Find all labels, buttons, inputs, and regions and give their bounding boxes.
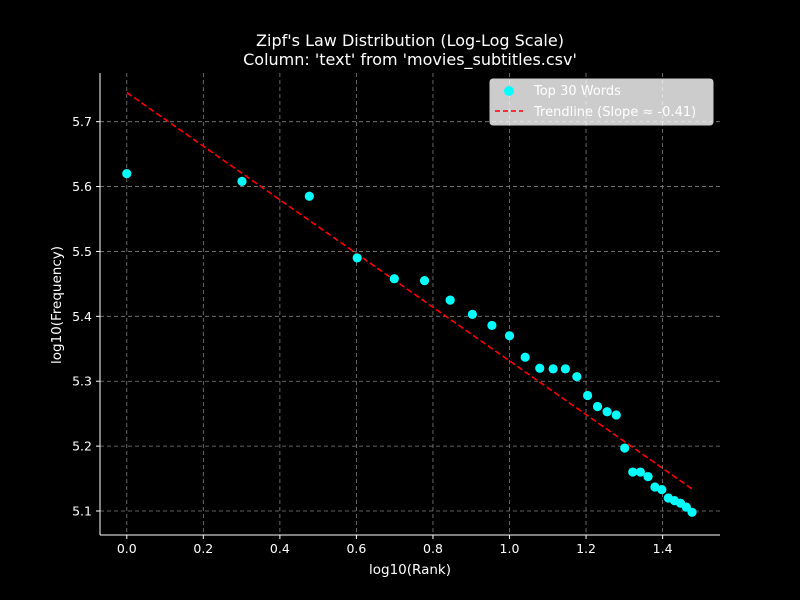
data-point <box>602 407 612 417</box>
data-point <box>520 352 530 362</box>
data-point <box>352 253 362 263</box>
data-point <box>635 467 645 477</box>
grid-lines <box>100 73 720 535</box>
axes <box>99 73 720 536</box>
data-point <box>628 467 638 477</box>
chart-title: Zipf's Law Distribution (Log-Log Scale) <box>256 31 564 50</box>
legend-label-scatter: Top 30 Words <box>533 84 621 99</box>
data-point <box>582 390 593 401</box>
data-point <box>620 443 630 453</box>
x-tick-label: 0.8 <box>423 541 443 556</box>
trendline-path <box>126 91 693 490</box>
y-axis-label: log10(Frequency) <box>49 246 65 364</box>
legend-marker-scatter <box>504 86 514 96</box>
data-point <box>535 363 545 373</box>
y-tick-label: 5.3 <box>72 374 92 389</box>
chart-subtitle: Column: 'text' from 'movies_subtitles.cs… <box>243 50 577 70</box>
data-point <box>419 276 430 286</box>
legend-label-trendline: Trendline (Slope ≈ -0.41) <box>533 105 696 120</box>
y-tick-label: 5.2 <box>72 439 92 454</box>
data-point <box>487 320 497 331</box>
data-point <box>237 176 247 186</box>
scatter-points <box>122 168 697 517</box>
x-tick-label: 0.2 <box>193 541 213 556</box>
y-tick-label: 5.4 <box>72 309 92 324</box>
data-point <box>389 274 399 284</box>
data-point <box>643 472 653 482</box>
data-point <box>304 191 314 201</box>
data-point <box>657 484 667 495</box>
data-point <box>687 507 697 517</box>
data-point <box>445 295 455 305</box>
x-tick-label: 1.0 <box>500 541 520 556</box>
y-tick-label: 5.5 <box>72 244 92 259</box>
tick-labels: 0.0 0.2 0.4 0.6 0.8 1.0 1.2 1.4 5.1 5.2 5.3 5.4 5.5 5… <box>72 114 672 556</box>
y-tick-label: 5.6 <box>72 179 92 194</box>
x-tick-label: 0.0 <box>117 541 137 556</box>
x-tick-label: 0.4 <box>270 541 290 556</box>
x-tick-label: 1.2 <box>576 541 596 556</box>
trendline <box>126 91 693 490</box>
legend: Top 30 Words Trendline (Slope ≈ -0.41) <box>489 78 714 126</box>
legend-box <box>489 78 714 126</box>
y-tick-label: 5.7 <box>72 114 92 129</box>
data-point <box>611 410 621 420</box>
data-point <box>467 309 477 319</box>
data-point <box>572 372 582 382</box>
data-point <box>560 364 570 374</box>
x-axis-label: log10(Rank) <box>369 562 451 578</box>
data-point <box>504 331 515 341</box>
x-tick-label: 1.4 <box>653 541 673 556</box>
data-point <box>592 401 603 412</box>
data-point <box>548 364 558 374</box>
y-tick-label: 5.1 <box>72 503 92 518</box>
data-point <box>122 168 132 179</box>
x-tick-label: 0.6 <box>346 541 366 556</box>
